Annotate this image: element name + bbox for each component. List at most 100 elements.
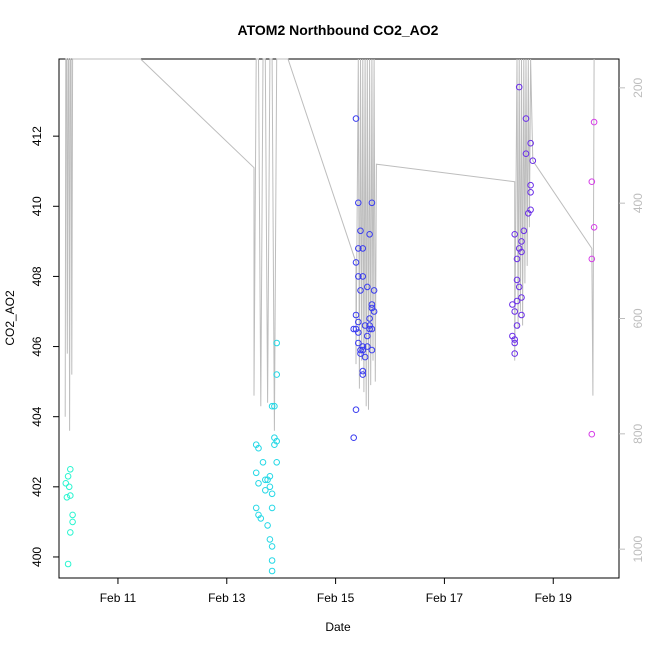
- data-point: [366, 315, 373, 322]
- data-point: [359, 343, 367, 350]
- right-tick-label: 600: [631, 308, 645, 328]
- data-point: [529, 157, 537, 164]
- data-point: [357, 227, 364, 235]
- data-point: [264, 522, 271, 529]
- data-point: [262, 476, 269, 484]
- data-point: [355, 318, 362, 326]
- data-point: [266, 536, 274, 543]
- data-point: [590, 118, 598, 126]
- x-tick-label: Feb 15: [317, 591, 355, 605]
- data-point: [255, 444, 262, 452]
- data-point: [527, 189, 534, 196]
- right-tick-label: 200: [631, 78, 645, 98]
- data-point: [366, 231, 373, 238]
- data-point: [368, 346, 376, 354]
- data-point: [350, 434, 358, 442]
- data-point: [590, 224, 598, 231]
- x-tick-label: Feb 19: [535, 591, 573, 605]
- right-tick-label: 1000: [631, 535, 645, 562]
- data-point: [364, 283, 371, 291]
- data-point: [359, 346, 367, 354]
- data-point: [65, 483, 73, 491]
- data-point: [252, 469, 260, 477]
- x-tick-label: Feb 13: [208, 591, 246, 605]
- data-point: [255, 480, 262, 487]
- data-point: [273, 339, 281, 347]
- data-point: [352, 311, 360, 319]
- data-point: [511, 339, 519, 347]
- y-tick-label: 410: [30, 196, 44, 216]
- data-point: [268, 557, 276, 564]
- y-tick-label: 400: [30, 547, 44, 567]
- data-point: [266, 483, 274, 491]
- data-point: [511, 350, 519, 357]
- y-tick-label: 402: [30, 476, 44, 496]
- data-point: [515, 283, 523, 291]
- data-point: [368, 304, 376, 312]
- data-point: [513, 276, 521, 284]
- data-point: [361, 353, 369, 361]
- data-point: [370, 308, 378, 315]
- data-point: [262, 487, 269, 494]
- points-layer: [62, 83, 598, 575]
- data-point: [271, 441, 278, 449]
- y-axis: 400 402 404 406 408 410 412: [30, 126, 59, 567]
- data-point: [271, 402, 278, 410]
- data-point: [268, 567, 276, 575]
- grey-line-layer: [64, 58, 595, 431]
- data-point: [515, 83, 523, 91]
- data-point: [359, 273, 367, 280]
- data-point: [355, 329, 362, 336]
- data-point: [359, 371, 367, 378]
- data-point: [67, 492, 74, 499]
- x-axis: Feb 11 Feb 13 Feb 15 Feb 17 Feb 19: [100, 578, 573, 605]
- x-tick-label: Feb 17: [426, 591, 464, 605]
- data-point: [527, 139, 534, 147]
- data-point: [266, 473, 274, 480]
- data-point: [527, 181, 534, 189]
- data-point: [509, 301, 516, 308]
- data-point: [69, 511, 76, 519]
- data-point: [355, 245, 362, 252]
- data-point: [69, 518, 76, 526]
- y-tick-label: 412: [30, 126, 44, 146]
- data-point: [366, 325, 373, 333]
- data-point: [370, 287, 378, 294]
- data-point: [520, 227, 528, 235]
- data-point: [350, 325, 358, 333]
- x-axis-label: Date: [325, 620, 351, 634]
- data-point: [511, 231, 519, 238]
- data-point: [364, 343, 371, 350]
- data-point: [268, 543, 276, 550]
- data-point: [368, 301, 376, 308]
- data-point: [257, 515, 265, 522]
- data-point: [357, 287, 364, 294]
- y-tick-label: 406: [30, 336, 44, 356]
- data-point: [62, 480, 70, 487]
- data-point: [511, 308, 519, 315]
- y-tick-label: 408: [30, 266, 44, 286]
- chart-title: ATOM2 Northbound CO2_AO2: [238, 22, 439, 38]
- data-point: [268, 504, 276, 512]
- data-point: [252, 504, 260, 512]
- data-point: [513, 255, 521, 263]
- data-point: [511, 336, 519, 343]
- data-point: [352, 406, 360, 414]
- data-point: [268, 490, 276, 498]
- data-point: [522, 150, 530, 157]
- data-point: [364, 332, 371, 340]
- data-point: [359, 367, 367, 375]
- right-tick-label: 400: [631, 193, 645, 213]
- right-axis: 200 400 600 800 1000: [619, 78, 645, 563]
- data-point: [513, 297, 521, 305]
- data-point: [518, 248, 525, 256]
- data-point: [64, 560, 72, 568]
- data-point: [588, 430, 596, 438]
- data-point: [518, 238, 525, 245]
- data-point: [527, 206, 534, 214]
- data-point: [355, 273, 362, 280]
- data-point: [368, 199, 376, 207]
- data-point: [273, 459, 281, 466]
- data-point: [513, 322, 521, 329]
